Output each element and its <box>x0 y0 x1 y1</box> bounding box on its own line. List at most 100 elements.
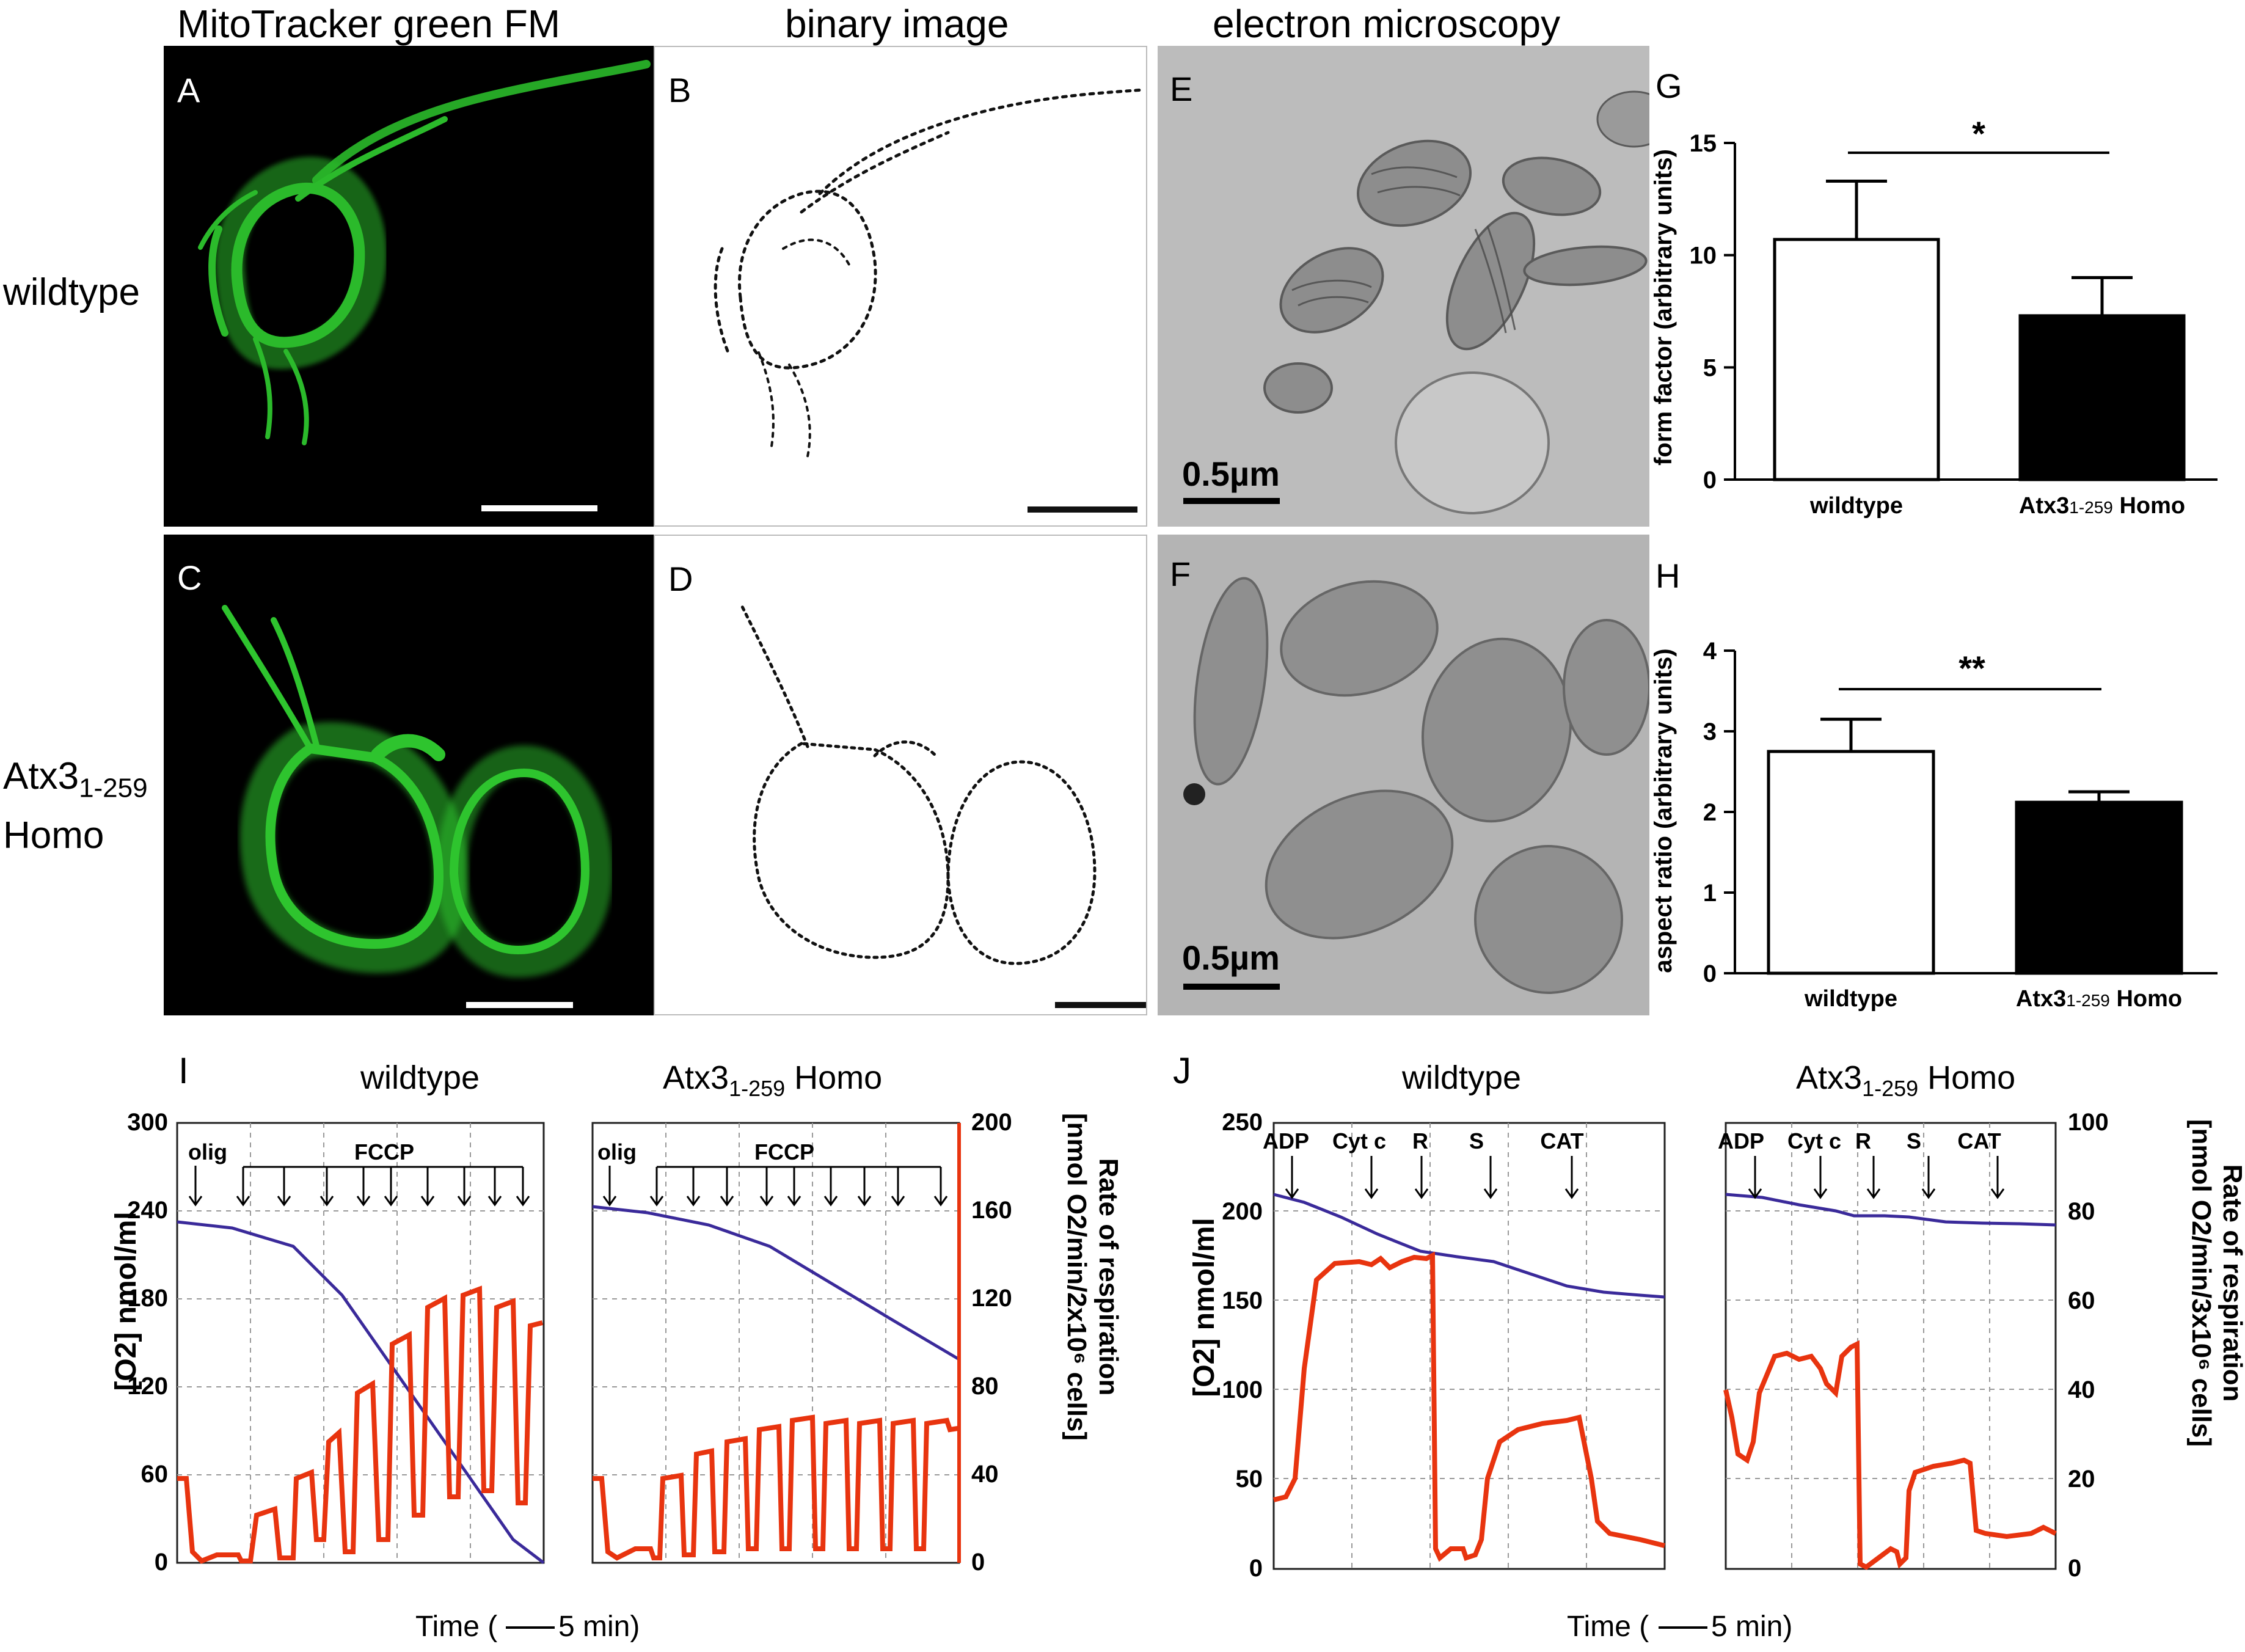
y-tick-label: 4 <box>1703 638 1717 665</box>
binary-image-d <box>739 601 1146 1008</box>
svg-text:80: 80 <box>971 1373 999 1400</box>
i-y-axis-left-label: [O2] nmol/ml <box>110 1212 142 1391</box>
j-title-atx3: Atx31-259 Homo <box>1796 1059 2015 1101</box>
j-arrows-wildtype <box>1285 1156 1579 1199</box>
svg-text:300: 300 <box>127 1109 168 1136</box>
svg-text:100: 100 <box>1222 1376 1263 1403</box>
row-label-wildtype: wildtype <box>3 271 140 313</box>
y-tick-label: 2 <box>1703 799 1717 826</box>
panel-c-fluorescence-atx3: C <box>164 535 654 1015</box>
svg-text:120: 120 <box>127 1373 168 1400</box>
y-tick-label: 3 <box>1703 718 1717 745</box>
respirometry-chart-j: wildtype Atx31-259 Homo [O2] nmol/ml Rat… <box>1188 1059 2245 1643</box>
fluorescence-image-a <box>198 60 651 511</box>
svg-text:50: 50 <box>1236 1466 1263 1493</box>
i-plot-wildtype: olig FCCP <box>176 1122 545 1564</box>
svg-text:60: 60 <box>2068 1287 2095 1314</box>
j-y-ticks-left: 0 50 100 150 200 250 <box>1222 1109 1263 1582</box>
em-image-f <box>1158 535 1649 1015</box>
y-tick-label: 0 <box>1703 467 1717 494</box>
scale-label-e: 0.5µm <box>1182 455 1280 493</box>
svg-text:0: 0 <box>971 1549 985 1576</box>
svg-text:R: R <box>1855 1128 1871 1153</box>
panel-letter-j: J <box>1173 1050 1191 1091</box>
i-plot-atx3: olig FCCP <box>591 1122 961 1564</box>
svg-text:ADP: ADP <box>1718 1128 1764 1153</box>
row-label-atx3-sub: 1-259 <box>79 773 148 803</box>
svg-text:40: 40 <box>971 1461 999 1488</box>
svg-text:CAT: CAT <box>1540 1128 1583 1153</box>
j-y-ticks-right: 0 20 40 60 80 100 <box>2068 1109 2109 1582</box>
panel-letter-c: C <box>177 558 202 597</box>
scale-bar-e <box>1183 498 1280 504</box>
svg-text:160: 160 <box>971 1197 1012 1224</box>
svg-text:200: 200 <box>1222 1198 1263 1225</box>
svg-text:R: R <box>1412 1128 1428 1153</box>
g-significance-star: * <box>1972 114 1985 153</box>
i-annot-olig-atx3: olig <box>597 1139 637 1164</box>
svg-text:0: 0 <box>155 1549 168 1576</box>
svg-text:CAT: CAT <box>1957 1128 2001 1153</box>
bar-wildtype <box>1767 750 1935 975</box>
bar-wildtype <box>1773 238 1940 481</box>
scale-bar-f <box>1183 984 1280 990</box>
bar-chart-form-factor: form factor (arbitrary units) 0 5 10 15 * w… <box>1650 114 2218 519</box>
em-image-e <box>1158 46 1649 527</box>
scale-bar-b <box>1028 506 1137 513</box>
j-title-wildtype: wildtype <box>1401 1059 1521 1096</box>
panel-letter-b: B <box>668 71 692 109</box>
i-arrows-atx3 <box>602 1166 948 1207</box>
bar-atx3-homo <box>2018 314 2186 481</box>
panel-letter-g: G <box>1655 67 1682 105</box>
j-annots-wildtype: ADP Cyt c R S CAT <box>1263 1128 1584 1153</box>
y-tick-label: 5 <box>1703 354 1717 381</box>
j-arrows-atx3 <box>1748 1156 2005 1199</box>
h-y-axis-label: aspect ratio (arbitrary units) <box>1650 648 1677 973</box>
g-y-axis-label: form factor (arbitrary units) <box>1650 149 1677 466</box>
i-title-wildtype: wildtype <box>360 1059 480 1096</box>
panel-letter-f: F <box>1170 555 1191 593</box>
svg-text:0: 0 <box>1249 1555 1263 1582</box>
j-y-axis-left-label: [O2] nmol/ml <box>1188 1218 1221 1397</box>
row-label-atx3-homo: Atx31-259 Homo <box>3 753 148 860</box>
svg-text:S: S <box>1907 1128 1921 1153</box>
h-cat-wildtype: wildtype <box>1804 986 1897 1012</box>
svg-text:180: 180 <box>127 1285 168 1312</box>
y-tick-label: 10 <box>1690 243 1717 269</box>
j-plot-atx3: ADP Cyt c R S CAT <box>1718 1122 2057 1570</box>
bar-atx3-homo <box>2015 800 2183 975</box>
svg-text:0: 0 <box>2068 1555 2081 1582</box>
panel-a-fluorescence-wildtype: A <box>164 46 654 527</box>
j-annots-atx3: ADP Cyt c R S CAT <box>1718 1128 2001 1153</box>
panel-e-em-wildtype: E 0.5µm <box>1158 46 1649 527</box>
scale-bar-d <box>1055 1002 1146 1008</box>
svg-text:80: 80 <box>2068 1198 2095 1225</box>
scale-bar-a <box>481 505 597 511</box>
header-mitotracker: MitoTracker green FM <box>177 2 561 46</box>
y-tick-label: 1 <box>1703 880 1717 907</box>
i-arrows-wildtype <box>188 1166 530 1207</box>
binary-image-b <box>714 88 1145 513</box>
h-cat-atx3: Atx31-259 Homo <box>2016 986 2182 1012</box>
svg-text:Cyt c: Cyt c <box>1787 1128 1841 1153</box>
h-significance-stars: ** <box>1958 649 1985 687</box>
j-time-unit: 5 min) <box>1711 1610 1792 1643</box>
respirometry-chart-i: wildtype Atx31-259 Homo [O2] nmol/ml Rat… <box>110 1059 1123 1643</box>
svg-text:150: 150 <box>1222 1287 1263 1314</box>
fluorescence-image-c <box>222 605 613 1008</box>
header-electron-microscopy: electron microscopy <box>1213 2 1561 46</box>
j-y-axis-right-label: Rate of respiration <box>2218 1164 2245 1402</box>
svg-text:250: 250 <box>1222 1109 1263 1136</box>
svg-text:240: 240 <box>127 1197 168 1224</box>
row-label-homo: Homo <box>3 814 104 857</box>
panel-letter-a: A <box>177 71 200 109</box>
g-cat-atx3: Atx31-259 Homo <box>2019 493 2185 519</box>
panel-letter-i: I <box>178 1050 189 1091</box>
i-title-atx3: Atx31-259 Homo <box>663 1059 882 1101</box>
svg-text:200: 200 <box>971 1109 1012 1136</box>
row-label-atx3: Atx3 <box>3 755 79 797</box>
y-tick-label: 15 <box>1690 130 1717 157</box>
panel-f-em-atx3: F 0.5µm <box>1158 535 1649 1015</box>
i-annot-fccp: FCCP <box>354 1139 414 1164</box>
